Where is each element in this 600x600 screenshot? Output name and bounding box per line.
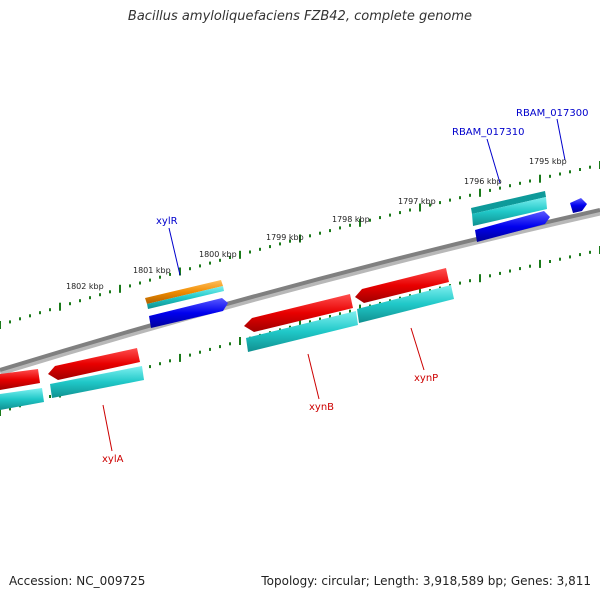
tick-label: 1800 kbp — [199, 250, 237, 259]
gene-RBAM_017300[interactable] — [570, 198, 587, 213]
tick-label: 1801 kbp — [133, 266, 171, 275]
genome-summary-text: Topology: circular; Length: 3,918,589 bp… — [261, 574, 591, 588]
outer-tick-ring — [0, 161, 600, 329]
gene-labels: RBAM_017300 RBAM_017310 xylR xynP xynB x… — [102, 108, 588, 465]
gene-label-xylR: xylR — [156, 216, 178, 227]
tick-label: 1795 kbp — [529, 157, 567, 166]
gene-label-RBAM_017310: RBAM_017310 — [452, 127, 524, 138]
tick-label: 1802 kbp — [66, 282, 104, 291]
gene-RBAM_017310[interactable] — [471, 191, 550, 242]
gene-label-xynB: xynB — [309, 402, 334, 413]
gene-label-xynP: xynP — [414, 373, 438, 384]
gene-label-xylA: xylA — [102, 454, 124, 465]
accession-text: Accession: NC_009725 — [9, 574, 146, 588]
tick-label: 1796 kbp — [464, 177, 502, 186]
gene-xylA[interactable] — [0, 348, 144, 410]
forward-strand-features — [145, 191, 587, 328]
tick-label: 1798 kbp — [332, 215, 370, 224]
gene-xylR[interactable] — [145, 280, 228, 328]
tick-label: 1799 kbp — [266, 233, 304, 242]
gene-xynB[interactable] — [244, 294, 358, 352]
tick-label: 1797 kbp — [398, 197, 436, 206]
reverse-strand-features — [0, 268, 454, 410]
gene-label-RBAM_017300: RBAM_017300 — [516, 108, 588, 119]
map-title: Bacillus amyloliquefaciens FZB42, comple… — [127, 9, 473, 24]
gene-xynP[interactable] — [355, 268, 454, 323]
label-leaders — [102, 118, 566, 452]
tick-labels: 1795 kbp 1796 kbp 1797 kbp 1798 kbp 1799… — [66, 157, 567, 291]
